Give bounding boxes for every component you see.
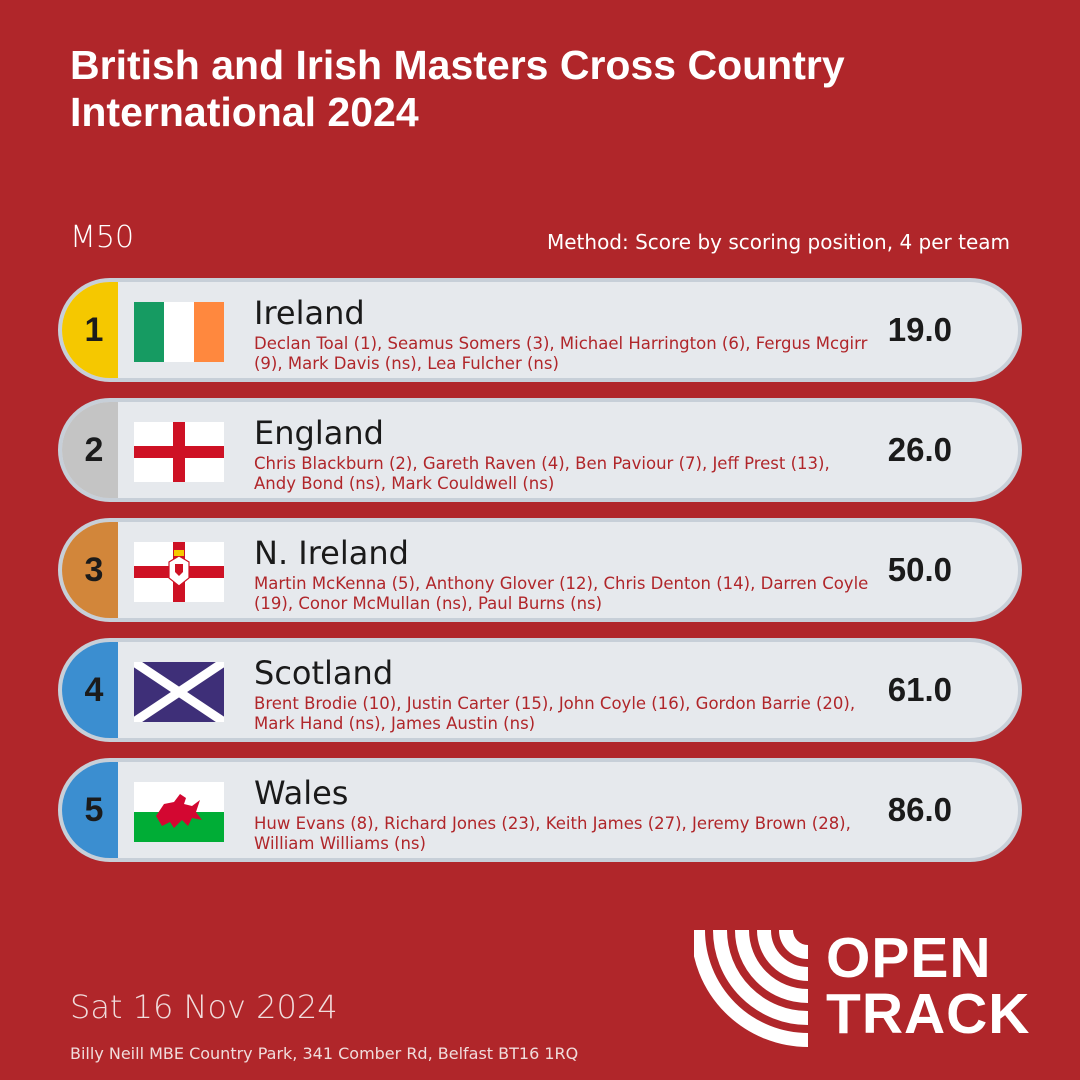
ireland-flag-icon — [134, 302, 224, 362]
team-score: 19.0 — [887, 311, 952, 348]
team-score: 50.0 — [887, 551, 952, 588]
team-members: Martin McKenna (5), Anthony Glover (12),… — [254, 574, 869, 613]
logo-line-open: OPEN — [826, 926, 992, 990]
team-members: Brent Brodie (10), Justin Carter (15), J… — [254, 694, 856, 733]
logo-arcs-icon — [691, 929, 809, 1047]
team-name: Wales — [254, 774, 349, 812]
team-members: Chris Blackburn (2), Gareth Raven (4), B… — [254, 454, 830, 493]
result-row-4: 4 Scotland Brent Brodie (10), Justin Car… — [58, 638, 1022, 742]
northern-ireland-flag-icon — [134, 542, 224, 602]
scotland-flag-icon — [134, 662, 224, 722]
scoring-method: Method: Score by scoring position, 4 per… — [546, 230, 1010, 254]
logo-line-track: TRACK — [826, 982, 1031, 1046]
page-title: British and Irish Masters Cross Country … — [70, 42, 845, 135]
team-members: Declan Toal (1), Seamus Somers (3), Mich… — [254, 334, 868, 373]
result-row-3: 3 N. Ireland Martin McKenna (5), Anthony… — [58, 518, 1022, 622]
result-row-1: 1 Ireland Declan Toal (1), Seamus Somers… — [58, 278, 1022, 382]
team-name: N. Ireland — [254, 534, 409, 572]
team-name: Ireland — [254, 294, 365, 332]
rank-badge: 1 — [62, 282, 118, 378]
event-venue: Billy Neill MBE Country Park, 341 Comber… — [70, 1044, 579, 1063]
rank-badge: 5 — [62, 762, 118, 858]
age-category: M50 — [70, 220, 135, 255]
logo-wordmark: OPEN TRACK — [826, 926, 1031, 1046]
result-row-2: 2 England Chris Blackburn (2), Gareth Ra… — [58, 398, 1022, 502]
team-score: 26.0 — [887, 431, 952, 468]
results-list: 1 Ireland Declan Toal (1), Seamus Somers… — [58, 278, 1022, 878]
team-name: Scotland — [254, 654, 394, 692]
rank-badge: 3 — [62, 522, 118, 618]
open-track-logo: OPEN TRACK — [691, 926, 1044, 1048]
team-score: 61.0 — [887, 671, 952, 708]
wales-flag-icon — [134, 782, 224, 842]
england-flag-icon — [134, 422, 224, 482]
team-name: England — [254, 414, 384, 452]
rank-badge: 2 — [62, 402, 118, 498]
rank-badge: 4 — [62, 642, 118, 738]
team-score: 86.0 — [887, 791, 952, 828]
team-members: Huw Evans (8), Richard Jones (23), Keith… — [254, 814, 851, 853]
event-date: Sat 16 Nov 2024 — [70, 988, 338, 1026]
result-row-5: 5 Wales Huw Evans (8), Richard Jones (23… — [58, 758, 1022, 862]
